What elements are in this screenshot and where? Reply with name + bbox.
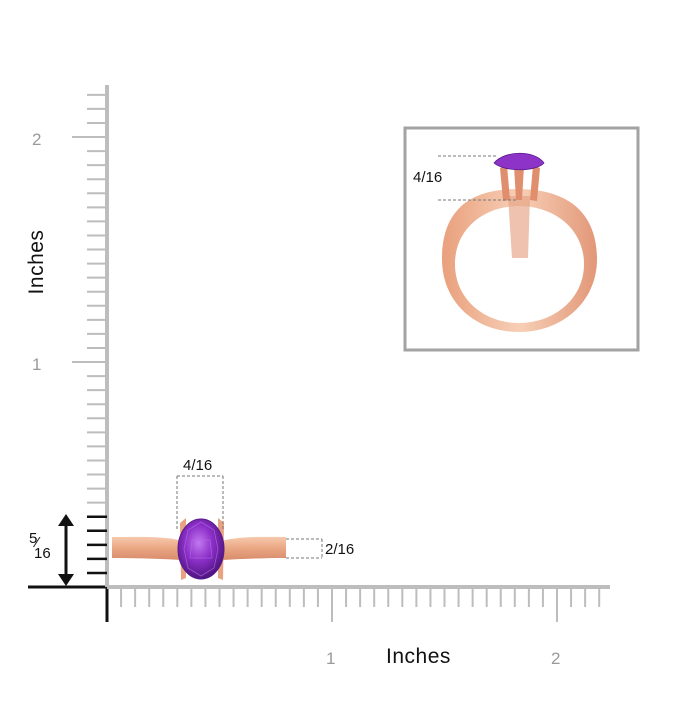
y-tick-label-1: 1 — [32, 355, 42, 374]
gem-facets — [183, 521, 219, 577]
y-axis-title: Inches — [25, 229, 48, 295]
ring-shank-shadow — [508, 196, 530, 258]
inset-prongs — [500, 165, 540, 201]
ring-front-view — [442, 152, 597, 332]
height-arrow — [58, 514, 74, 586]
top-width-dimension — [176, 475, 224, 530]
band-right — [222, 536, 286, 560]
x-tick-label-1: 1 — [326, 649, 336, 668]
ring-side-view — [112, 518, 286, 580]
amethyst-gem — [177, 518, 225, 580]
fraction-slash: ⁄ — [36, 534, 39, 551]
y-tick-label-2: 2 — [32, 130, 42, 149]
band-width-label: 2/16 — [325, 541, 355, 558]
height-denominator: 16 — [34, 545, 51, 562]
band-width-dimension — [286, 538, 323, 559]
band-left — [112, 536, 182, 560]
x-tick-label-2: 2 — [551, 649, 561, 668]
x-axis-title: Inches — [386, 645, 451, 668]
height-numerator: 5 — [29, 530, 38, 547]
inset-height-dimension — [438, 155, 516, 201]
top-width-label: 4/16 — [183, 457, 213, 474]
inset-height-label: 4/16 — [413, 169, 443, 186]
inset-gem — [493, 152, 545, 171]
